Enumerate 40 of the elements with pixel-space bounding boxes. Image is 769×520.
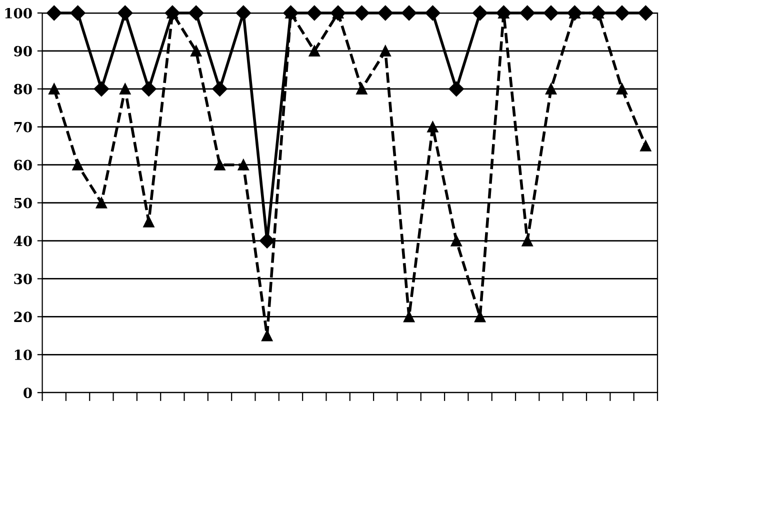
y-tick-label: 20	[14, 312, 32, 322]
point	[545, 83, 557, 94]
point	[70, 5, 86, 21]
point	[356, 83, 368, 94]
point	[425, 5, 440, 21]
point	[212, 81, 228, 96]
point	[72, 159, 84, 170]
point	[520, 5, 535, 21]
y-tick-label: 70	[14, 122, 32, 132]
point	[403, 311, 415, 322]
point	[522, 235, 533, 246]
y-tick-label: 10	[14, 350, 32, 360]
y-tick-label: 40	[14, 236, 32, 246]
y-tick-label: 100	[5, 8, 32, 18]
point	[120, 83, 131, 94]
y-tick-label: 30	[14, 274, 32, 284]
point	[260, 233, 275, 248]
point	[214, 159, 226, 170]
y-tick-label: 50	[14, 198, 32, 208]
point	[48, 83, 60, 94]
point	[380, 45, 391, 57]
point	[354, 5, 370, 21]
y-tick-label: 80	[14, 84, 32, 94]
point	[141, 81, 156, 96]
point	[94, 81, 110, 96]
y-tick-label: 90	[14, 46, 32, 56]
point	[143, 216, 154, 228]
y-tick-label: 0	[24, 388, 32, 398]
y-tick-label: 60	[14, 160, 32, 170]
point	[238, 159, 249, 170]
point	[308, 45, 320, 57]
point	[616, 83, 628, 94]
point	[427, 121, 438, 132]
point	[640, 140, 652, 152]
point	[448, 81, 464, 96]
point	[262, 330, 273, 342]
point	[638, 5, 654, 21]
point	[450, 235, 462, 246]
point	[96, 197, 108, 208]
point	[190, 45, 202, 57]
